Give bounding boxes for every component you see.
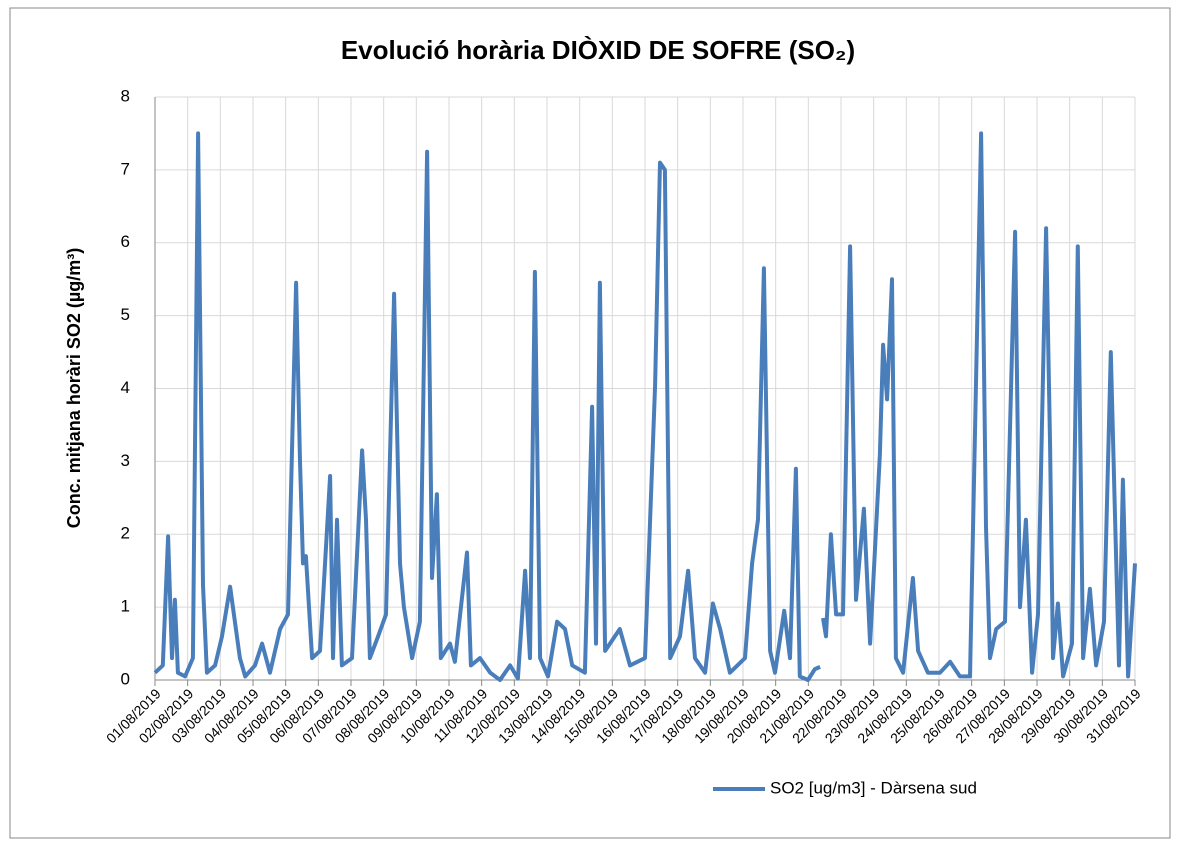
y-tick-label: 3: [121, 451, 130, 470]
y-tick-label: 7: [121, 159, 130, 178]
y-tick-label: 8: [121, 86, 130, 105]
data-line: [153, 131, 1137, 682]
chart-title: Evolució horària DIÒXID DE SOFRE (SO₂): [341, 35, 855, 65]
y-tick-label: 4: [121, 378, 130, 397]
y-tick-label: 5: [121, 305, 130, 324]
y-tick-label: 6: [121, 232, 130, 251]
y-axis-label: Conc. mitjana horàri SO2 (µg/m³): [64, 248, 84, 528]
legend-label: SO2 [ug/m3] - Dàrsena sud: [770, 778, 977, 797]
y-tick-label: 1: [121, 597, 130, 616]
y-tick-label: 0: [121, 669, 130, 688]
y-tick-label: 2: [121, 524, 130, 543]
